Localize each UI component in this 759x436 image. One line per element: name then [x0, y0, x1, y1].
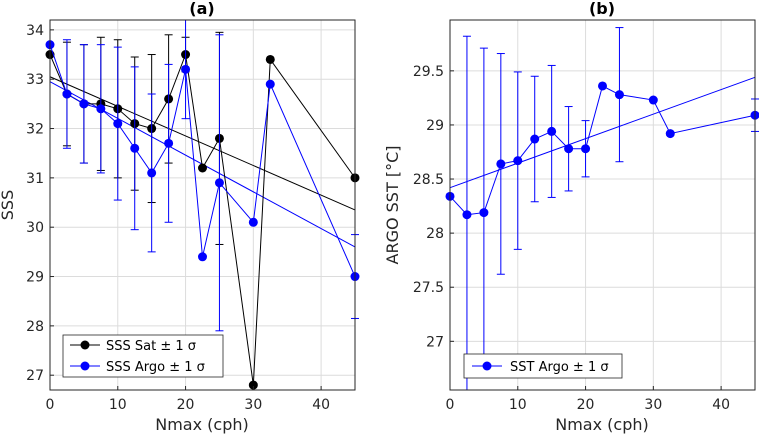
- data-point: [248, 380, 258, 390]
- data-point: [564, 144, 574, 154]
- data-point: [265, 79, 275, 89]
- legend-marker-sst: [482, 361, 492, 371]
- data-point: [479, 208, 489, 218]
- y-tick-label: 27: [426, 334, 444, 350]
- legend-marker-sat: [80, 340, 90, 350]
- y-tick-label: 31: [26, 171, 44, 187]
- y-tick-label: 28: [426, 226, 444, 242]
- data-point: [198, 163, 207, 173]
- data-point: [581, 144, 591, 154]
- legend-b: SST Argo ± 1 σ: [463, 353, 623, 379]
- data-point: [96, 104, 106, 114]
- axes-box-b: [449, 19, 756, 391]
- series-line: [449, 85, 756, 216]
- series-b: [445, 27, 759, 390]
- data-point: [164, 138, 174, 148]
- legend-marker-argo: [80, 361, 90, 371]
- ticks-a: 0 10 20 30 40 27 28 29 30 31 32 33 34: [26, 23, 330, 413]
- y-tick-label: 30: [26, 220, 44, 236]
- panel-b: 0 10 20 30 40 27 27.5 28 28.5 29 29.5 (b) Nmax (cp…: [383, 0, 759, 434]
- ticks-b: 0 10 20 30 40 27 27.5 28 28.5 29 29.5: [413, 64, 730, 413]
- x-axis-label-a: Nmax (cph): [155, 415, 249, 434]
- y-tick-label: 34: [26, 23, 44, 39]
- chart-title-b: (b): [589, 0, 615, 18]
- x-tick-label: 30: [644, 397, 662, 413]
- data-point: [547, 126, 557, 136]
- y-tick-label: 32: [26, 122, 44, 138]
- series-0: [445, 27, 759, 390]
- y-axis-label-a: SSS: [0, 190, 17, 220]
- data-point: [181, 64, 191, 74]
- data-point: [665, 129, 675, 139]
- data-point: [513, 156, 523, 166]
- x-tick-label: 10: [509, 397, 527, 413]
- y-axis-label-b: ARGO SST [°C]: [383, 146, 402, 265]
- data-point: [496, 159, 506, 169]
- legend-label-sat: SSS Sat ± 1 σ: [106, 339, 196, 354]
- x-axis-label-b: Nmax (cph): [555, 415, 649, 434]
- data-point: [614, 90, 624, 100]
- data-point: [214, 178, 224, 188]
- x-tick-label: 40: [712, 397, 730, 413]
- y-tick-label: 33: [26, 72, 44, 88]
- legend-label-sst: SST Argo ± 1 σ: [510, 360, 609, 375]
- y-tick-label: 28: [26, 319, 44, 335]
- series-1: [45, 20, 360, 332]
- x-tick-label: 20: [177, 397, 195, 413]
- data-point: [147, 168, 157, 178]
- data-point: [113, 119, 123, 129]
- y-tick-label: 29.5: [413, 64, 444, 80]
- x-tick-label: 40: [312, 397, 330, 413]
- panel-a: 0 10 20 30 40 27 28 29 30 31 32 33 34 (a) Nmax (cph)…: [0, 0, 360, 434]
- data-point: [79, 99, 89, 109]
- data-point: [130, 143, 140, 153]
- data-point: [462, 210, 472, 220]
- legend-label-argo: SSS Argo ± 1 σ: [106, 360, 205, 375]
- data-point: [265, 54, 275, 64]
- y-tick-label: 29: [26, 270, 44, 286]
- series-a: [45, 20, 360, 390]
- data-point: [62, 89, 72, 99]
- legend-a: SSS Sat ± 1 σ SSS Argo ± 1 σ: [62, 334, 224, 378]
- data-point: [598, 81, 607, 91]
- x-tick-label: 0: [446, 397, 455, 413]
- x-tick-label: 30: [244, 397, 262, 413]
- y-tick-label: 29: [426, 118, 444, 134]
- y-tick-label: 28.5: [413, 172, 444, 188]
- data-point: [248, 217, 258, 227]
- data-point: [198, 252, 207, 262]
- x-tick-label: 20: [577, 397, 595, 413]
- y-tick-label: 27: [26, 368, 44, 384]
- data-point: [648, 95, 658, 105]
- x-tick-label: 10: [109, 397, 127, 413]
- legend-box-a: [62, 334, 224, 378]
- axes-box-a: [49, 19, 356, 391]
- x-tick-label: 0: [46, 397, 55, 413]
- chart-title-a: (a): [189, 0, 214, 18]
- y-tick-label: 27.5: [413, 280, 444, 296]
- data-point: [530, 134, 540, 144]
